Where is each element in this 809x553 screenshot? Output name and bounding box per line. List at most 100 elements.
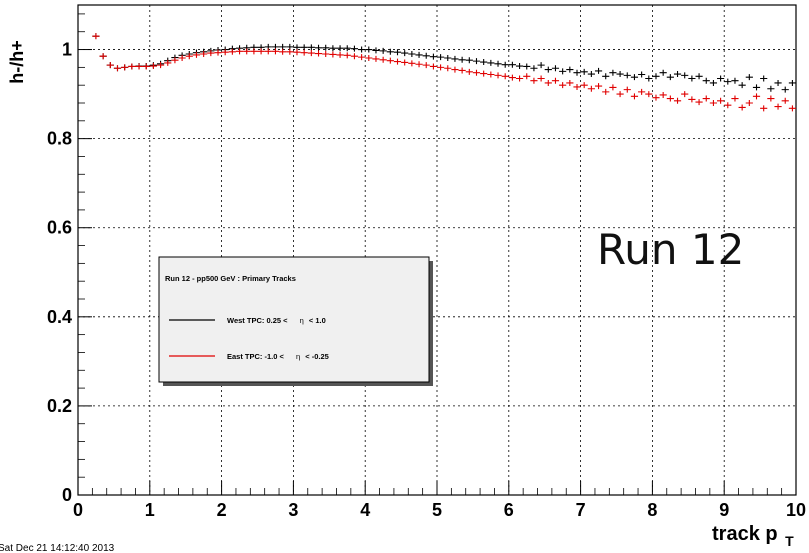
- y-tick-label: 0.2: [47, 396, 72, 416]
- data-point: [616, 91, 624, 98]
- data-point: [329, 45, 337, 52]
- data-point: [695, 99, 703, 106]
- data-point: [616, 71, 624, 78]
- data-point: [602, 88, 610, 95]
- data-point: [717, 97, 725, 104]
- data-point: [781, 97, 789, 104]
- data-point: [458, 56, 466, 63]
- data-point: [487, 71, 495, 78]
- data-point: [494, 72, 502, 79]
- data-point: [731, 95, 739, 102]
- data-point: [659, 91, 667, 98]
- data-point: [192, 51, 201, 58]
- data-point: [530, 77, 538, 84]
- x-tick-label: 10: [786, 500, 806, 520]
- data-point: [386, 48, 394, 55]
- y-tick-label: 0.8: [47, 129, 72, 149]
- legend: Run 12 - pp500 GeV : Primary Tracks West…: [158, 256, 433, 386]
- x-tick-label: 0: [73, 500, 83, 520]
- data-point: [652, 73, 660, 80]
- data-point: [638, 88, 646, 95]
- data-point: [566, 66, 574, 73]
- data-point: [501, 73, 509, 80]
- data-point: [415, 61, 423, 68]
- data-point: [774, 79, 782, 86]
- data-point: [235, 48, 244, 55]
- data-point: [472, 58, 481, 65]
- data-point: [659, 69, 667, 76]
- data-point: [350, 45, 359, 52]
- data-point: [559, 68, 567, 75]
- data-point: [573, 83, 581, 90]
- data-point: [752, 93, 761, 100]
- data-point: [652, 94, 660, 101]
- data-point: [494, 60, 502, 67]
- data-point: [451, 55, 459, 62]
- data-point: [587, 85, 595, 92]
- data-point: [444, 55, 452, 62]
- data-point: [609, 84, 617, 91]
- data-point: [164, 59, 172, 66]
- data-point: [523, 73, 531, 80]
- x-tick-label: 6: [504, 500, 514, 520]
- data-point: [594, 83, 603, 90]
- data-point: [508, 74, 516, 81]
- data-point: [401, 50, 409, 57]
- data-point: [106, 62, 114, 69]
- data-point: [760, 105, 768, 112]
- x-axis-title-sub: T: [785, 533, 794, 549]
- data-point: [386, 57, 394, 64]
- data-point: [99, 53, 107, 60]
- data-point: [587, 71, 595, 78]
- data-point: [673, 97, 682, 104]
- data-point: [372, 55, 380, 62]
- data-point: [358, 46, 366, 53]
- data-point: [379, 56, 387, 63]
- data-point: [666, 74, 674, 81]
- data-point: [702, 77, 710, 84]
- data-point: [724, 78, 732, 85]
- data-point: [365, 55, 373, 62]
- data-point: [149, 63, 157, 70]
- data-point: [293, 49, 301, 56]
- x-axis-title-main: track p: [712, 523, 778, 545]
- data-point: [515, 75, 524, 82]
- axis-ticks: [77, 13, 797, 496]
- data-point: [760, 75, 768, 82]
- data-point: [408, 60, 416, 67]
- data-point: [487, 59, 495, 66]
- data-point: [350, 53, 359, 60]
- data-point: [480, 70, 488, 77]
- data-point: [580, 68, 588, 75]
- data-point: [681, 91, 689, 98]
- data-point: [573, 69, 581, 76]
- run-annotation: Run 12: [597, 225, 744, 274]
- data-point: [537, 62, 545, 69]
- data-point: [781, 86, 789, 93]
- data-point: [221, 49, 229, 56]
- data-point: [688, 75, 696, 82]
- x-tick-label: 8: [647, 500, 657, 520]
- data-point: [645, 75, 653, 82]
- data-point: [702, 95, 710, 102]
- data-point: [666, 95, 674, 102]
- data-point: [717, 75, 725, 82]
- data-point: [630, 74, 639, 81]
- y-tick-label: 1: [62, 40, 72, 60]
- data-point: [401, 59, 409, 66]
- data-point: [551, 65, 560, 72]
- data-point: [250, 48, 258, 55]
- data-point: [681, 72, 689, 79]
- data-point: [135, 63, 143, 70]
- data-point: [458, 67, 466, 74]
- data-point: [214, 49, 222, 56]
- data-point: [257, 48, 265, 55]
- data-point: [422, 62, 430, 69]
- x-tick-label: 9: [719, 500, 729, 520]
- legend-entry-east-text: East TPC: -1.0 <: [227, 352, 285, 361]
- data-point: [480, 59, 488, 66]
- data-point: [609, 69, 617, 76]
- data-point: [393, 49, 402, 56]
